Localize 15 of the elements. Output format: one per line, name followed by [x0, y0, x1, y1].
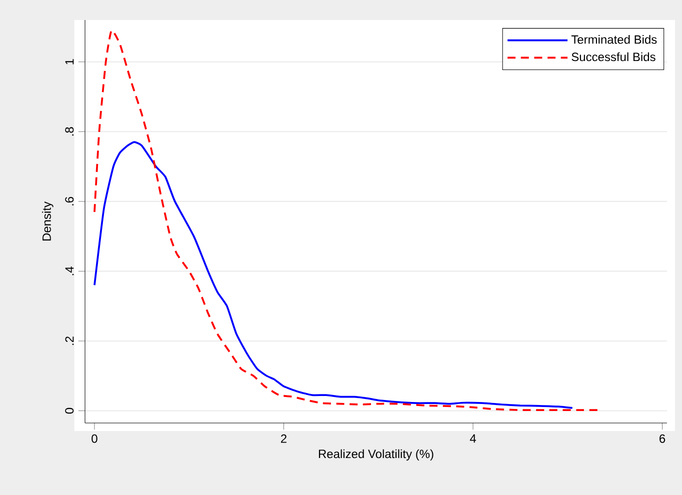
x-axis-title: Realized Volatility (%) — [318, 449, 434, 461]
y-tick-label: .8 — [65, 127, 74, 136]
y-tick-label: .4 — [65, 266, 74, 276]
legend-label: Successful Bids — [572, 52, 656, 62]
line-series — [94, 141, 574, 409]
y-axis-title: Density — [42, 202, 54, 241]
y-tick-label: .2 — [65, 336, 74, 345]
legend-label: Terminated Bids — [571, 34, 657, 44]
y-tick-label: 1 — [65, 59, 74, 64]
x-tick-label: 6 — [660, 434, 666, 443]
y-tick-label: 0 — [65, 408, 74, 414]
x-tick-label: 0 — [92, 434, 98, 443]
y-tick-label: .6 — [65, 196, 74, 206]
x-tick-label: 2 — [281, 434, 286, 443]
x-tick-label: 4 — [470, 434, 476, 443]
